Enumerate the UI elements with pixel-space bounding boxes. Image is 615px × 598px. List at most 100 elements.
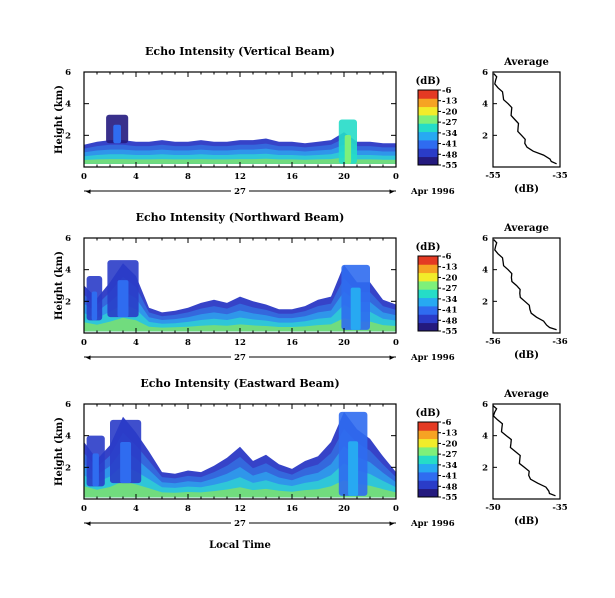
colorbar-tick-label: -34 [442,295,457,305]
colorbar-segment [418,131,438,141]
colorbar-tick-label: -6 [442,418,452,428]
colorbar-tick-label: -13 [442,429,457,439]
x-tick-label: 12 [234,172,246,182]
colorbar-tick-label: -41 [442,306,457,316]
colorbar-tick-label: -41 [442,140,457,150]
y-tick-label: 4 [65,266,71,276]
panel-3: Echo Intensity (Eastward Beam) 0 4 8 12 16 20 0… [54,377,568,551]
date-arrow-right: ▸ [389,519,394,529]
average-y-tick-label: 6 [482,234,488,244]
colorbar-segment [418,430,438,440]
average-frame [492,237,561,334]
x-tick-label: 0 [81,338,87,348]
colorbar-tick-label: -20 [442,439,457,449]
colorbar-tick-label: -27 [442,284,457,294]
x-tick-label: 16 [286,172,298,182]
average-y-tick-label: 6 [482,400,488,410]
colorbar-unit: (dB) [416,242,441,253]
colorbar-segment [418,463,438,473]
echo-feature-core [350,287,361,330]
colorbar-segment [418,438,438,448]
y-tick-label: 6 [65,234,71,244]
colorbar-segment [418,306,438,315]
colorbar-tick-label: -20 [442,273,457,283]
date-arrow-right: ▸ [389,187,394,197]
date-day-bg [231,352,249,361]
colorbar-segment [418,123,438,133]
colorbar-segment [418,115,438,124]
echo-layer-band [84,317,396,332]
date-arrow-left: ◂ [86,187,91,197]
heatmap-title: Echo Intensity (Vertical Beam) [145,45,335,58]
average-profile-line [493,239,557,331]
echo-layer-band [84,304,396,332]
x-tick-label: 0 [393,504,399,514]
colorbar-tick-label: -6 [442,86,452,96]
colorbar-tick-label: -27 [442,118,457,128]
echo-layer-band [84,463,396,498]
x-tick-label: 8 [185,504,191,514]
average-profile-line [493,73,557,165]
colorbar-segment [418,455,438,465]
average-title: Average [503,223,549,234]
x-tick-label: 20 [338,504,350,514]
y-tick-label: 2 [65,131,71,141]
heatmap-title: Echo Intensity (Eastward Beam) [140,377,339,390]
x-tick-label: 12 [234,504,246,514]
average-x-tick-label: -56 [485,337,500,347]
colorbar-segment [418,480,438,490]
echo-feature-core [92,453,99,487]
y-tick-label: 6 [65,400,71,410]
colorbar-segment [418,488,438,498]
x-tick-label: 0 [81,172,87,182]
average-y-tick-label: 2 [482,297,488,307]
x-tick-label: 4 [133,504,139,514]
panel-2: Echo Intensity (Northward Beam)0 4 8 12 16 20… [54,211,568,363]
colorbar-tick-label: -34 [442,129,457,139]
colorbar-tick-label: -20 [442,107,457,117]
average-y-tick-label: 4 [482,266,488,276]
y-tick-label: 6 [65,68,71,78]
x-tick-label: 4 [133,338,139,348]
date-arrow-left: ◂ [86,353,91,363]
colorbar-segment [418,472,438,481]
echo-feature-core [117,280,129,318]
echo-feature-core [91,291,98,321]
y-tick-label: 4 [65,432,71,442]
panel-1: Echo Intensity (Vertical Beam) 0 4 8 12 16 20 0… [54,45,568,197]
date-day-label: 27 [234,353,246,363]
colorbar-frame [417,255,439,332]
colorbar-segment [418,297,438,307]
echo-feature-core [348,441,359,496]
x-tick-label: 8 [185,172,191,182]
heatmap-title: Echo Intensity (Northward Beam) [136,211,345,224]
colorbar-tick-label: -48 [442,482,457,492]
x-tick-label: 0 [393,338,399,348]
y-axis-label: Height (km) [54,417,65,486]
colorbar-segment [418,422,438,431]
date-label: Apr 1996 [410,187,455,197]
x-axis-label: Local Time [209,540,271,551]
echo-feature-core [120,442,132,484]
x-tick-label: 12 [234,338,246,348]
y-tick-label: 4 [65,100,71,110]
average-y-tick-label: 4 [482,432,488,442]
average-x-tick-label: -35 [552,503,567,513]
average-x-tick-label: -55 [485,171,500,181]
echo-layer-band [84,480,396,498]
colorbar-segment [418,447,438,456]
x-tick-label: 4 [133,172,139,182]
colorbar-frame [417,421,439,498]
average-x-label: (dB) [514,516,539,527]
average-y-tick-label: 2 [482,131,488,141]
average-x-label: (dB) [514,350,539,361]
x-tick-label: 16 [286,338,298,348]
average-x-tick-label: -50 [485,503,500,513]
colorbar-segment [418,90,438,99]
y-axis-label: Height (km) [54,85,65,154]
colorbar-unit: (dB) [416,408,441,419]
colorbar-tick-label: -13 [442,97,457,107]
colorbar-tick-label: -48 [442,316,457,326]
echo-layer-band [84,157,396,164]
